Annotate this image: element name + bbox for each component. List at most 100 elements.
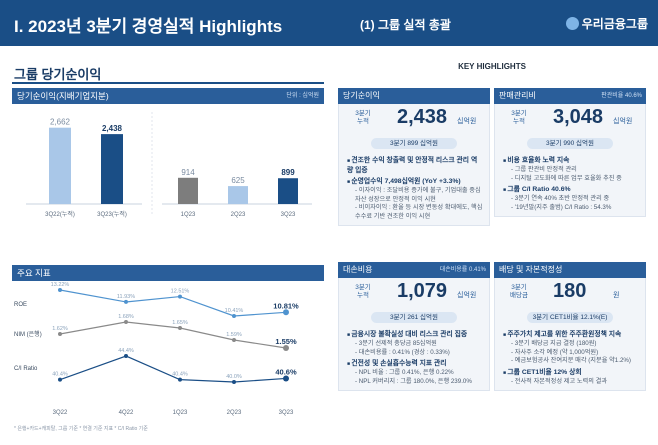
series-point bbox=[124, 320, 128, 324]
section-title: 그룹 당기순이익 bbox=[14, 67, 102, 82]
series-name-label: C/I Ratio bbox=[14, 366, 38, 372]
net-income-bar-chart: 2,662 3Q22(누적) 2,438 3Q23(누적) 914 1Q23 625 2Q23… bbox=[26, 112, 312, 218]
kpi-block: 3분기 누적 1,079 십억원 bbox=[339, 278, 489, 312]
bullet-sub: 이자이익 : 조달비용 증가에 불구, 기업대출 중심 자산 성장으로 안정적 … bbox=[347, 187, 483, 204]
bullet-main: 그룹 C/I Ratio 40.6% bbox=[503, 185, 639, 195]
panel-body: 3분기 누적 3,048 십억원 3분기 990 십억원비용 효율화 노력 지속그룹 … bbox=[494, 104, 646, 217]
kpi-block: 3분기 누적 3,048 십억원 bbox=[495, 104, 645, 138]
bullet-sub: 3분기 선제적 충당금 85십억원 bbox=[347, 340, 483, 349]
kpi-unit: 십억원 bbox=[457, 118, 477, 125]
bullet-list: 금융시장 불확실성 대비 리스크 관리 집중3분기 선제적 충당금 85십억원대… bbox=[339, 323, 489, 390]
bullet-main: 순영업수익 7,498십억원 (YoY +3.3%) bbox=[347, 177, 483, 187]
logo-text: 우리금융그룹 bbox=[581, 17, 648, 31]
kpi-period: 3분기 누적 bbox=[511, 110, 527, 125]
point-value-label: 10.41% bbox=[225, 308, 244, 314]
panel-cost: 판매관리비 판관비율 40.6% 3분기 누적 3,048 십억원 3분기 990 십억원… bbox=[494, 88, 646, 217]
point-value-label: 40.4% bbox=[172, 372, 188, 378]
bullet-list: 비용 효율화 노력 지속그룹 판관비 안정적 관리디지털 고도화에 따른 업무 … bbox=[495, 149, 645, 216]
series-name-label: ROE bbox=[14, 302, 27, 308]
kpi-unit: 십억원 bbox=[457, 292, 477, 299]
bar-value-label: 899 bbox=[281, 168, 295, 177]
panel-credit-cost: 대손비용 대손비용률 0.41% 3분기 누적 1,079 십억원 3분기 261 십억원… bbox=[338, 262, 490, 391]
panel-head: 판매관리비 판관비율 40.6% bbox=[494, 88, 646, 104]
kpi-sub-pill: 3분기 899 십억원 bbox=[371, 138, 457, 149]
bullet-sub: 대손비용률 : 0.41% (경상 : 0.33%) bbox=[347, 349, 483, 358]
point-value-label: 44.4% bbox=[118, 348, 134, 354]
panel-head-title: 대손비용 bbox=[343, 265, 373, 274]
bar-value-label: 2,662 bbox=[50, 118, 71, 127]
bullet-sub: 전사적 자본적정성 제고 노력의 결과 bbox=[503, 378, 639, 387]
kpi-sub-pill: 3분기 990 십억원 bbox=[527, 138, 613, 149]
bullet-main: 주주가치 제고를 위한 주주환원정책 지속 bbox=[503, 330, 639, 340]
bullet-list: 견조한 수익 창출력 및 안정적 리스크 관리 역량 입증순영업수익 7,498… bbox=[339, 149, 489, 225]
series-point bbox=[124, 354, 128, 358]
point-value-label: 13.22% bbox=[51, 282, 70, 288]
series-point bbox=[232, 380, 236, 384]
kpi-period: 3분기 누적 bbox=[355, 110, 371, 125]
panel-head: 배당 및 자본적정성 bbox=[494, 262, 646, 278]
bullet-sub: 자사주 소각 예정 (약 1,000억원) bbox=[503, 349, 639, 358]
bar-4 bbox=[278, 178, 298, 204]
kpi-unit: 십억원 bbox=[613, 118, 633, 125]
header-bar: I. 2023년 3분기 경영실적 Highlights (1) 그룹 실적 총… bbox=[0, 0, 658, 46]
woori-logo-icon bbox=[565, 17, 579, 30]
panel-body: 3분기 누적 1,079 십억원 3분기 261 십억원금융시장 불확실성 대비 리스… bbox=[338, 278, 490, 391]
bullet-sub: '19년말(지주 출범) C/I Ratio : 54.3% bbox=[503, 204, 639, 213]
panel-head-tag: 대손비용률 0.41% bbox=[439, 267, 486, 273]
series-point bbox=[283, 309, 289, 316]
point-value-label: 40.6% bbox=[275, 367, 297, 376]
bar-value-label: 625 bbox=[231, 176, 245, 185]
panel-head: 당기순이익 bbox=[338, 88, 490, 104]
bar-value-label: 2,438 bbox=[102, 124, 123, 133]
kpi-block: 3분기 배당금 180 원 bbox=[495, 278, 645, 312]
series-point bbox=[58, 332, 62, 336]
panel-head-tag: 판관비율 40.6% bbox=[601, 93, 642, 99]
bullet-sub: NPL 커버리지 : 그룹 180.0%, 은행 239.0% bbox=[347, 378, 483, 387]
panel-head: 대손비용 대손비용률 0.41% bbox=[338, 262, 490, 278]
kpi-period: 3분기 배당금 bbox=[510, 284, 528, 299]
bar-category-label: 3Q22(누적) bbox=[45, 211, 75, 218]
point-value-label: 1.68% bbox=[118, 314, 134, 320]
bullet-sub: 3분기 배당금 지급 결정 (180원) bbox=[503, 340, 639, 349]
bar-category-label: 3Q23 bbox=[281, 212, 296, 218]
bar-0 bbox=[49, 127, 71, 204]
bullet-main: 견조한 수익 창출력 및 안정적 리스크 관리 역량 입증 bbox=[347, 156, 483, 175]
panel-dividend: 배당 및 자본적정성 3분기 배당금 180 원 3분기 CET1비율 12.1%(E)… bbox=[494, 262, 646, 391]
kpi-block: 3분기 누적 2,438 십억원 bbox=[339, 104, 489, 138]
panel-net-income: 당기순이익 3분기 누적 2,438 십억원 3분기 899 십억원견조한 수익 창출력… bbox=[338, 88, 490, 226]
panel-head-title: 판매관리비 bbox=[499, 91, 536, 100]
panel-head-title: 당기순이익 bbox=[343, 91, 380, 100]
bar-category-label: 3Q23(누적) bbox=[97, 211, 127, 218]
bar-category-label: 1Q23 bbox=[181, 212, 196, 218]
bullet-main: 건전성 및 손실흡수능력 지표 관리 bbox=[347, 359, 483, 369]
point-value-label: 10.81% bbox=[273, 301, 299, 310]
bullet-main: 비용 효율화 노력 지속 bbox=[503, 156, 639, 166]
series-point bbox=[283, 375, 289, 382]
series-point bbox=[178, 377, 182, 382]
key-indicator-line-chart: ROE 13.22% 11.93% 12.51% 10.41% 10.81% NIM (은행… bbox=[14, 282, 299, 416]
key-highlights-title: KEY HIGHLIGHTS bbox=[458, 62, 526, 71]
bar-2 bbox=[178, 177, 198, 204]
bullet-main: 금융시장 불확실성 대비 리스크 관리 집중 bbox=[347, 330, 483, 340]
point-value-label: 40.0% bbox=[226, 374, 242, 380]
bullet-sub: 비이자이익 : 환율 등 시장 변동성 확대에도, 핵심수수료 기반 견조한 이… bbox=[347, 204, 483, 221]
x-axis-label: 3Q23 bbox=[279, 410, 294, 416]
point-value-label: 1.62% bbox=[52, 326, 68, 332]
x-axis-label: 3Q22 bbox=[53, 410, 68, 416]
x-axis-label: 2Q23 bbox=[227, 410, 242, 416]
bullet-list: 주주가치 제고를 위한 주주환원정책 지속3분기 배당금 지급 결정 (180원… bbox=[495, 323, 645, 390]
section-divider bbox=[12, 82, 324, 84]
kpi-value: 3,048 bbox=[553, 106, 604, 128]
bullet-main: 그룹 CET1비율 12% 상회 bbox=[503, 368, 639, 378]
page-subtitle: (1) 그룹 실적 총괄 bbox=[360, 18, 451, 32]
kpi-sub-pill: 3분기 CET1비율 12.1%(E) bbox=[527, 312, 613, 323]
series-point bbox=[283, 345, 289, 351]
bar-category-label: 2Q23 bbox=[231, 212, 246, 218]
series-point bbox=[178, 294, 182, 299]
bar-3 bbox=[228, 186, 248, 204]
point-value-label: 1.65% bbox=[172, 320, 188, 326]
kpi-period: 3분기 누적 bbox=[355, 284, 371, 299]
bar-panel-title: 당기순이익(지배기업지분) bbox=[17, 91, 109, 101]
point-value-label: 1.59% bbox=[226, 332, 242, 338]
